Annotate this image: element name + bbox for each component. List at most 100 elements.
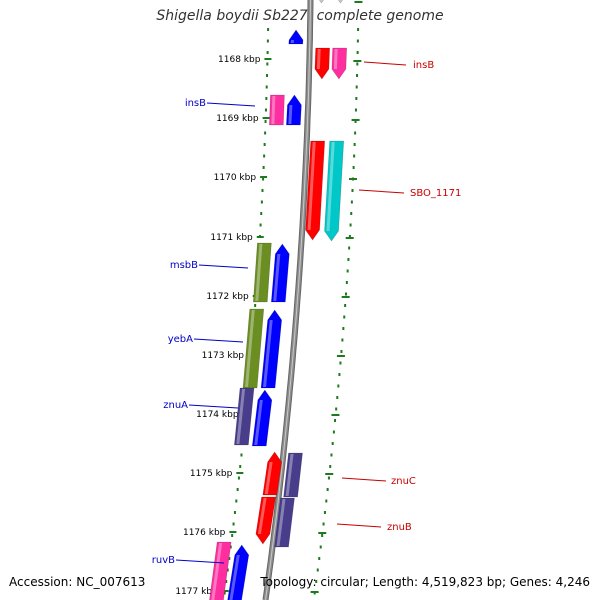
kbp-tick-label: 1174 kbp — [196, 410, 239, 420]
gene-label-group: SBO_1171 — [358, 188, 461, 199]
outer-dot — [335, 407, 338, 411]
gene-feature — [252, 242, 272, 303]
leader-line — [341, 477, 387, 482]
gene-arrow — [314, 47, 330, 80]
outer-dot — [353, 154, 356, 158]
inner-dot — [263, 154, 266, 158]
gene-arrow — [227, 544, 250, 600]
gene-feature — [324, 140, 345, 242]
gene-label-group: znuA — [163, 400, 239, 411]
outer-dot — [351, 189, 354, 192]
kbp-tick-label: 1168 kbp — [218, 55, 261, 65]
inner-dot — [254, 304, 257, 307]
gene-label: znuB — [387, 522, 412, 533]
inner-dot — [266, 51, 269, 54]
gene-feature — [318, 0, 324, 4]
outer-dot — [354, 131, 357, 135]
gene-feature — [274, 497, 295, 548]
inner-dot — [233, 511, 236, 514]
outer-dot — [355, 97, 358, 100]
outer-dot — [354, 120, 357, 123]
outer-dot — [336, 396, 339, 399]
outer-dot — [348, 246, 351, 250]
inner-dot — [265, 97, 268, 100]
gene-feature — [251, 389, 273, 447]
leader-line — [175, 559, 225, 564]
gene-arrow — [234, 387, 255, 446]
inner-dot — [262, 166, 265, 169]
outer-dot — [339, 361, 342, 365]
outer-dot — [356, 51, 359, 54]
gene-arrow — [337, 0, 343, 4]
outer-dot — [344, 304, 347, 307]
gene-highlight — [236, 389, 246, 444]
gene-feature — [314, 47, 330, 80]
gene-label-group: yebA — [168, 334, 244, 345]
leader-line — [336, 523, 382, 528]
gene-highlight — [264, 462, 273, 494]
gene-highlight — [211, 543, 223, 600]
kbp-tick-label: 1169 kbp — [216, 114, 259, 124]
gene-layer — [209, 0, 347, 600]
inner-dot — [236, 488, 239, 491]
backbone-layer — [262, 0, 314, 600]
inner-dot — [237, 476, 240, 480]
map-title: Shigella boydii Sb227, complete genome — [156, 8, 444, 24]
gene-feature — [242, 308, 265, 389]
outer-dot — [341, 338, 344, 342]
gene-highlight — [326, 142, 335, 231]
kbp-tick-label: 1176 kbp — [183, 528, 226, 538]
gene-feature — [209, 541, 232, 600]
tick-layer: 1168 kbp 1169 kbp 1170 kbp 1171 kbp 1172 kbp… — [175, 1, 363, 597]
outer-dot — [327, 476, 330, 480]
backbone-highlight — [265, 0, 311, 600]
inner-dot — [228, 557, 231, 560]
outer-dot — [318, 557, 321, 560]
leader-line — [198, 264, 249, 269]
outer-dot — [321, 534, 324, 537]
outer-dot — [316, 568, 319, 572]
outer-dot — [356, 74, 359, 77]
gene-arrow — [252, 242, 272, 303]
outer-dot — [338, 373, 341, 376]
outer-dot — [343, 315, 346, 319]
gene-label: znuA — [163, 400, 188, 411]
gene-label-group: insB — [363, 60, 434, 71]
inner-dot — [263, 143, 266, 146]
inner-dot — [239, 465, 242, 468]
outer-dot — [348, 235, 351, 238]
inner-dot — [264, 120, 267, 123]
gene-feature — [283, 452, 303, 498]
outer-dot — [330, 453, 333, 457]
gene-arrow — [324, 140, 345, 242]
gene-arrow — [260, 309, 282, 389]
gene-highlight — [257, 498, 267, 534]
gene-label: znuC — [391, 476, 416, 487]
inner-dot — [266, 62, 269, 66]
gene-arrow — [270, 243, 290, 303]
footer-accession: Accession: NC_007613 — [9, 575, 146, 589]
outer-dot — [345, 292, 348, 296]
outer-dot — [315, 580, 318, 583]
gene-label: insB — [413, 60, 434, 71]
outer-dot — [347, 258, 350, 261]
outer-dot — [325, 499, 328, 503]
inner-dot — [223, 591, 226, 595]
inner-dot — [264, 131, 267, 135]
gene-highlight — [307, 142, 316, 230]
inner-dot — [267, 28, 270, 31]
outer-dot — [346, 269, 349, 273]
outer-dot — [349, 223, 352, 227]
gene-feature — [234, 387, 255, 446]
gene-highlight — [273, 254, 281, 301]
outer-dot — [352, 166, 355, 169]
leader-line — [206, 102, 256, 107]
inner-dot — [232, 522, 235, 526]
inner-dot — [266, 74, 269, 77]
inner-dot — [260, 200, 263, 204]
gene-arrow — [283, 452, 303, 498]
leader-line — [193, 338, 244, 343]
gene-arrow — [318, 0, 324, 4]
inner-dot — [226, 568, 229, 572]
